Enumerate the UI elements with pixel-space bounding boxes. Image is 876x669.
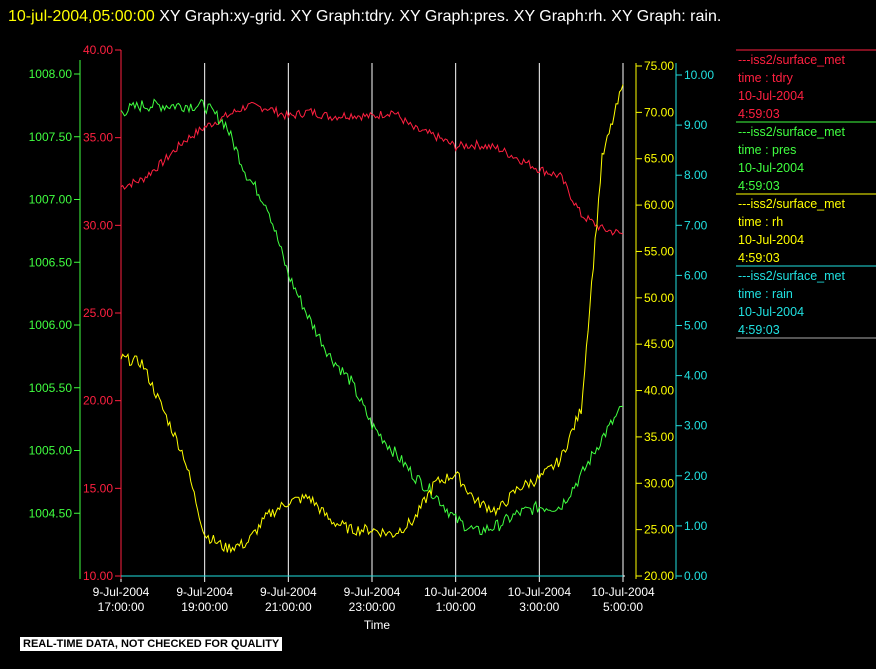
legend-series-name: ---iss2/surface_met: [738, 125, 845, 139]
x-axis-ticks: 9-Jul-200417:00:009-Jul-200419:00:009-Ju…: [93, 585, 655, 614]
rh-axis-tick-label: 40.00: [644, 384, 674, 398]
rain-axis-tick-label: 2.00: [684, 469, 708, 483]
pres-axis-tick-label: 1005.00: [29, 444, 73, 458]
x-tick-time: 17:00:00: [98, 600, 145, 614]
legend-date: 10-Jul-2004: [738, 233, 804, 247]
series-lines: [120, 84, 624, 577]
rh-axis-tick-label: 45.00: [644, 337, 674, 351]
legend-series-name: ---iss2/surface_met: [738, 53, 845, 67]
x-tick-date: 10-Jul-2004: [591, 585, 655, 599]
pres-series-line: [120, 98, 624, 536]
rain-axis-tick-label: 9.00: [684, 118, 708, 132]
tdry-axis-tick-label: 30.00: [83, 218, 113, 232]
legend-time: 4:59:03: [738, 251, 780, 265]
rh-axis-tick-label: 25.00: [644, 523, 674, 537]
x-tick-date: 10-Jul-2004: [424, 585, 488, 599]
legend-date: 10-Jul-2004: [738, 305, 804, 319]
rh-axis-tick-label: 65.00: [644, 152, 674, 166]
tdry-axis-tick-label: 20.00: [83, 394, 113, 408]
x-tick-date: 9-Jul-2004: [344, 585, 401, 599]
legend-variable: time : tdry: [738, 71, 794, 85]
rain-axis-tick-label: 6.00: [684, 268, 708, 282]
x-tick-time: 21:00:00: [265, 600, 312, 614]
x-tick-time: 23:00:00: [349, 600, 396, 614]
pres-axis-tick-label: 1005.50: [29, 381, 73, 395]
pres-axis-tick-label: 1008.00: [29, 67, 73, 81]
rh-axis-tick-label: 30.00: [644, 476, 674, 490]
legend-date: 10-Jul-2004: [738, 161, 804, 175]
x-axis-label: Time: [364, 618, 391, 632]
rain-axis-tick-label: 1.00: [684, 519, 708, 533]
rh-axis-tick-label: 70.00: [644, 105, 674, 119]
pres-axis-tick-label: 1004.50: [29, 506, 73, 520]
axes: 10.00 15.00 20.00 25.00 30.00 35.00 40.00 1004.…: [29, 43, 715, 583]
rain-axis-tick-label: 3.00: [684, 419, 708, 433]
rh-axis-tick-label: 20.00: [644, 569, 674, 583]
x-tick-time: 5:00:00: [603, 600, 643, 614]
tdry-series-line: [120, 101, 624, 236]
legend-variable: time : rh: [738, 215, 783, 229]
tdry-axis-tick-label: 40.00: [83, 43, 113, 57]
legend-series-name: ---iss2/surface_met: [738, 269, 845, 283]
rain-axis-tick-label: 0.00: [684, 569, 708, 583]
rh-axis-tick-label: 55.00: [644, 244, 674, 258]
rh-axis-tick-label: 50.00: [644, 291, 674, 305]
legend-variable: time : pres: [738, 143, 796, 157]
x-tick-time: 1:00:00: [436, 600, 476, 614]
x-tick-date: 9-Jul-2004: [260, 585, 317, 599]
rh-series-line: [120, 84, 624, 554]
legend-time: 4:59:03: [738, 179, 780, 193]
legend-time: 4:59:03: [738, 107, 780, 121]
pres-axis-tick-label: 1006.00: [29, 318, 73, 332]
x-tick-time: 19:00:00: [181, 600, 228, 614]
tdry-axis-tick-label: 15.00: [83, 481, 113, 495]
x-tick-date: 9-Jul-2004: [93, 585, 150, 599]
rain-axis-tick-label: 10.00: [684, 68, 714, 82]
legend-variable: time : rain: [738, 287, 793, 301]
rain-axis-tick-label: 5.00: [684, 319, 708, 333]
legend-time: 4:59:03: [738, 323, 780, 337]
x-tick-date: 9-Jul-2004: [176, 585, 233, 599]
pres-axis-tick-label: 1006.50: [29, 255, 73, 269]
legend-series-name: ---iss2/surface_met: [738, 197, 845, 211]
pres-axis-tick-label: 1007.00: [29, 193, 73, 207]
tdry-axis-tick-label: 35.00: [83, 131, 113, 145]
pres-axis-tick-label: 1007.50: [29, 130, 73, 144]
tdry-axis-tick-label: 10.00: [83, 569, 113, 583]
timestamp: 10-jul-2004,05:00:00: [8, 8, 155, 25]
legend-date: 10-Jul-2004: [738, 89, 804, 103]
rain-axis-tick-label: 8.00: [684, 168, 708, 182]
rain-axis-tick-label: 4.00: [684, 369, 708, 383]
rain-axis-tick-label: 7.00: [684, 218, 708, 232]
rh-axis-tick-label: 75.00: [644, 59, 674, 73]
rh-axis-tick-label: 60.00: [644, 198, 674, 212]
quality-notice: REAL-TIME DATA, NOT CHECKED FOR QUALITY: [20, 637, 283, 651]
tdry-axis-tick-label: 25.00: [83, 306, 113, 320]
x-tick-time: 3:00:00: [519, 600, 559, 614]
x-tick-date: 10-Jul-2004: [508, 585, 572, 599]
graph-title: 10-jul-2004,05:00:00 XY Graph:xy-grid. X…: [8, 2, 868, 32]
graph-list: XY Graph:xy-grid. XY Graph:tdry. XY Grap…: [159, 8, 722, 25]
rh-axis-tick-label: 35.00: [644, 430, 674, 444]
